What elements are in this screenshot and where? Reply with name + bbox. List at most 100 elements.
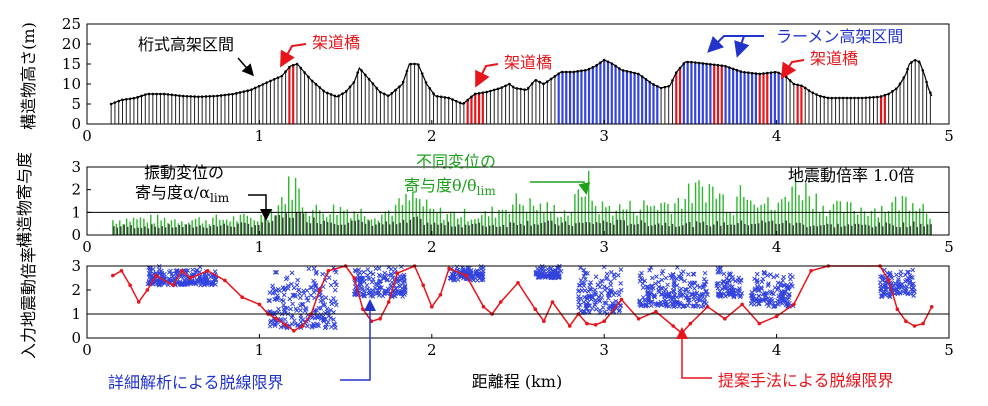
detailed-point bbox=[313, 284, 319, 289]
detailed-point bbox=[642, 303, 648, 308]
detailed-point bbox=[771, 274, 776, 280]
detailed-point bbox=[298, 307, 303, 313]
detailed-point bbox=[883, 287, 889, 293]
alpha-arrow bbox=[248, 194, 272, 221]
xtick-label: 0 bbox=[82, 238, 92, 256]
detailed-point bbox=[322, 302, 328, 308]
detailed-point bbox=[465, 265, 471, 271]
detailed-point bbox=[659, 271, 665, 276]
detailed-point bbox=[670, 295, 676, 301]
detailed-point bbox=[295, 277, 301, 283]
detailed-point bbox=[542, 275, 548, 280]
detailed-point bbox=[777, 300, 783, 305]
detailed-point bbox=[714, 281, 720, 287]
detailed-point bbox=[311, 278, 316, 284]
detailed-point bbox=[647, 267, 652, 273]
detailed-point bbox=[907, 279, 913, 285]
contribution-yticks: 0 1 2 3 bbox=[71, 158, 91, 244]
detailed-point bbox=[576, 299, 581, 305]
detailed-point bbox=[373, 281, 379, 286]
xtick-label: 3 bbox=[599, 341, 609, 359]
detailed-point bbox=[671, 275, 677, 281]
detailed-point bbox=[663, 302, 669, 307]
detailed-point bbox=[586, 308, 591, 314]
proposed-point bbox=[145, 288, 150, 292]
detailed-point bbox=[670, 271, 676, 277]
detailed-point bbox=[374, 291, 379, 296]
theta-label-sub: lim bbox=[477, 184, 497, 198]
detailed-point bbox=[599, 290, 604, 296]
bridge-label-3: 架道橋 bbox=[810, 49, 858, 68]
detailed-point bbox=[677, 300, 683, 306]
proposed-point bbox=[619, 297, 624, 302]
detailed-point bbox=[778, 283, 784, 289]
detailed-point bbox=[766, 281, 771, 286]
detailed-point bbox=[198, 282, 203, 288]
detailed-point bbox=[910, 281, 916, 287]
detailed-point bbox=[680, 292, 686, 297]
detailed-point bbox=[788, 276, 793, 282]
xtick-label: 1 bbox=[255, 127, 265, 145]
detailed-point bbox=[361, 275, 366, 281]
ytick-label: 0 bbox=[71, 115, 81, 133]
detailed-point bbox=[718, 292, 724, 298]
detailed-point bbox=[701, 303, 707, 309]
detailed-point bbox=[311, 289, 317, 295]
detailed-point bbox=[781, 274, 786, 280]
detailed-point bbox=[662, 297, 668, 303]
detailed-point bbox=[883, 286, 889, 292]
ytick-label: 25 bbox=[62, 15, 81, 33]
detailed-analysis-points bbox=[145, 263, 917, 331]
detailed-point bbox=[270, 283, 275, 289]
detailed-point bbox=[270, 290, 276, 296]
xtick-label: 4 bbox=[772, 341, 782, 359]
xtick-label: 0 bbox=[82, 341, 92, 359]
ytick-label: 3 bbox=[71, 158, 81, 176]
bridge-arrow-1 bbox=[280, 43, 307, 68]
detailed-point bbox=[281, 302, 286, 308]
proposed-point bbox=[395, 271, 400, 276]
xtick-label: 5 bbox=[944, 341, 954, 359]
detailed-point bbox=[637, 301, 642, 307]
detailed-point bbox=[267, 323, 273, 329]
detailed-point bbox=[903, 272, 908, 278]
detailed-point bbox=[760, 276, 766, 282]
detailed-point bbox=[585, 300, 591, 305]
detailed-point bbox=[891, 283, 897, 289]
detailed-point bbox=[907, 273, 913, 279]
detailed-point bbox=[328, 315, 333, 321]
ytick-label: 3 bbox=[71, 257, 81, 275]
bridge-arrow-3 bbox=[780, 59, 805, 80]
proposed-point bbox=[205, 269, 210, 273]
proposed-point bbox=[180, 269, 184, 273]
detailed-point bbox=[369, 279, 375, 285]
detailed-point bbox=[756, 301, 762, 306]
proposed-point bbox=[438, 293, 443, 297]
detailed-point bbox=[593, 274, 599, 280]
bridge-label-2: 架道橋 bbox=[504, 53, 552, 72]
detailed-point bbox=[612, 272, 617, 278]
detailed-point bbox=[582, 309, 588, 315]
contribution-axes-frame bbox=[86, 166, 950, 236]
proposed-point bbox=[550, 300, 555, 304]
proposed-point bbox=[602, 319, 606, 324]
detailed-point bbox=[386, 272, 391, 278]
detailed-point bbox=[680, 269, 686, 274]
proposed-point bbox=[904, 319, 908, 324]
detailed-point bbox=[325, 319, 331, 325]
detailed-point bbox=[658, 291, 664, 297]
detailed-point bbox=[402, 284, 408, 289]
detailed-point bbox=[896, 283, 902, 289]
detailed-point bbox=[209, 282, 214, 288]
detailed-point bbox=[212, 269, 218, 274]
detailed-point bbox=[298, 319, 304, 325]
detailed-point bbox=[468, 270, 474, 275]
detailed-point bbox=[153, 278, 159, 284]
detailed-point bbox=[774, 273, 780, 279]
detailed-point bbox=[721, 279, 727, 284]
detailed-point bbox=[755, 280, 760, 285]
detailed-point bbox=[193, 281, 199, 287]
detailed-point bbox=[702, 300, 707, 306]
proposed-point bbox=[292, 329, 296, 333]
detailed-point bbox=[381, 274, 387, 280]
